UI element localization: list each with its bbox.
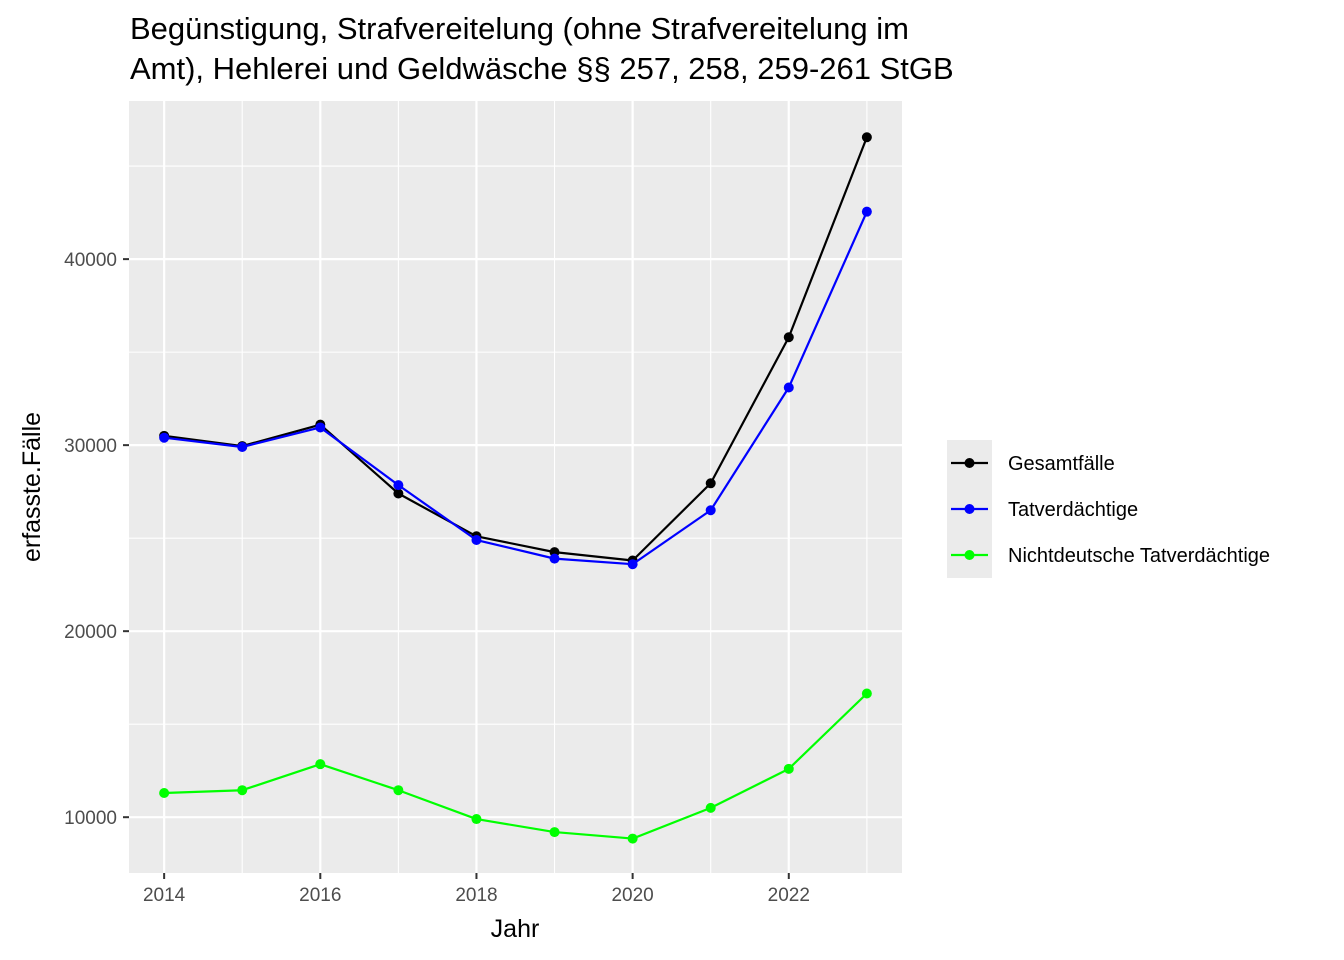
data-point bbox=[159, 432, 170, 443]
x-tick-label: 2020 bbox=[611, 885, 653, 906]
data-point bbox=[783, 763, 794, 774]
x-tick-label: 2014 bbox=[143, 885, 186, 906]
data-point bbox=[861, 206, 872, 217]
y-tick-label: 40000 bbox=[64, 250, 117, 271]
data-point bbox=[393, 480, 404, 491]
data-point bbox=[549, 553, 560, 564]
chart-title-line-2: Amt), Hehlerei und Geldwäsche §§ 257, 25… bbox=[130, 51, 954, 86]
legend-label: Tatverdächtige bbox=[1008, 499, 1138, 521]
x-tick-label: 2022 bbox=[768, 885, 810, 906]
y-axis: 10000 20000 30000 40000 bbox=[64, 250, 129, 829]
series-2 bbox=[159, 206, 872, 570]
data-point bbox=[471, 814, 482, 825]
legend: Gesamtfälle Tatverdächtige Nichtdeutsche T… bbox=[947, 440, 1270, 578]
series-3 bbox=[159, 688, 872, 844]
chart-title: Begünstigung, Strafvereitelung (ohne Str… bbox=[130, 11, 954, 86]
series-line bbox=[163, 136, 868, 562]
x-axis: 2014 2016 2018 2020 2022 bbox=[143, 873, 810, 906]
data-point bbox=[393, 488, 404, 499]
data-point bbox=[315, 422, 326, 433]
legend-key-point bbox=[964, 550, 975, 560]
data-point bbox=[705, 802, 716, 813]
data-point bbox=[315, 759, 326, 770]
legend-label: Nichtdeutsche Tatverdächtige bbox=[1008, 545, 1270, 567]
data-point bbox=[627, 833, 638, 844]
data-point bbox=[237, 442, 248, 453]
data-point bbox=[861, 132, 872, 143]
legend-label: Gesamtfälle bbox=[1008, 453, 1115, 475]
data-point bbox=[471, 535, 482, 546]
data-point bbox=[393, 785, 404, 796]
x-tick-label: 2018 bbox=[455, 885, 497, 906]
y-tick-label: 20000 bbox=[64, 622, 117, 643]
data-point bbox=[159, 788, 170, 799]
data-point bbox=[861, 688, 872, 699]
y-axis-title: erfasste.Fälle bbox=[18, 412, 46, 562]
data-point bbox=[237, 785, 248, 796]
data-point bbox=[705, 505, 716, 516]
plot-panel bbox=[129, 101, 902, 873]
legend-item: Gesamtfälle bbox=[951, 453, 1115, 475]
x-axis-title: Jahr bbox=[491, 915, 540, 943]
data-point bbox=[783, 382, 794, 393]
series-layer bbox=[159, 132, 872, 844]
grid-major bbox=[129, 101, 902, 873]
grid-minor bbox=[129, 101, 902, 873]
data-point bbox=[705, 478, 716, 489]
legend-item: Tatverdächtige bbox=[951, 499, 1138, 521]
data-point bbox=[549, 827, 560, 838]
series-line bbox=[164, 692, 868, 840]
data-point bbox=[783, 332, 794, 343]
data-point bbox=[627, 559, 638, 570]
chart-title-line-1: Begünstigung, Strafvereitelung (ohne Str… bbox=[130, 11, 909, 46]
y-tick-label: 10000 bbox=[64, 808, 117, 829]
legend-item: Nichtdeutsche Tatverdächtige bbox=[951, 545, 1270, 567]
legend-key-point bbox=[964, 458, 975, 468]
x-tick-label: 2016 bbox=[299, 885, 341, 906]
y-tick-label: 30000 bbox=[64, 436, 117, 457]
legend-key-point bbox=[964, 504, 975, 514]
series-line bbox=[164, 211, 868, 566]
